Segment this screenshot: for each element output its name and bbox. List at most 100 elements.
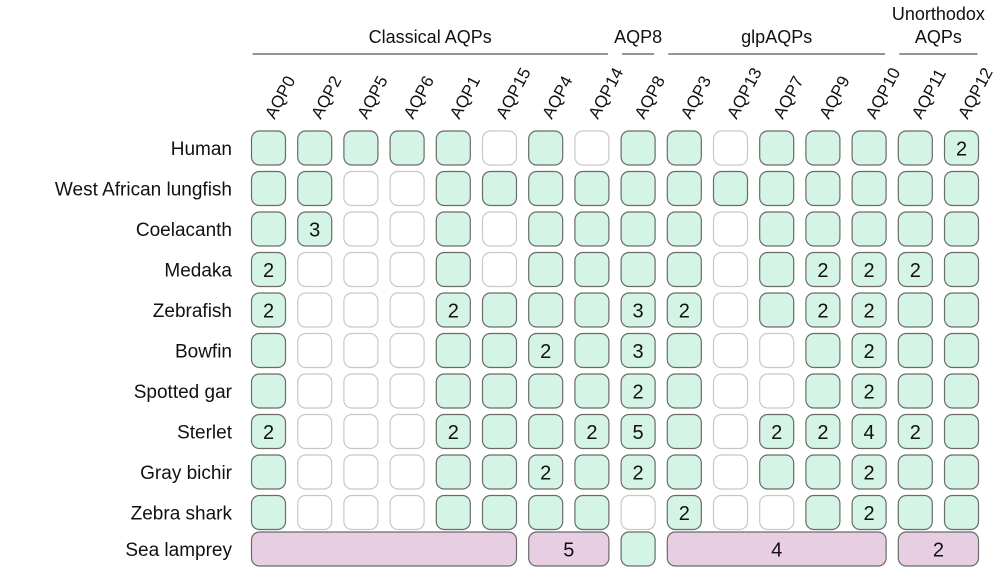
group-header-0: Classical AQPs xyxy=(253,27,608,54)
column-label: AQP5 xyxy=(354,73,392,122)
gene-absent-cell xyxy=(390,334,424,368)
gene-absent-cell xyxy=(344,212,378,246)
gene-present-cell xyxy=(760,131,794,165)
gene-present-cell xyxy=(806,131,840,165)
group-header-3: Unorthodox AQPs xyxy=(892,4,985,54)
species-row: Spotted gar 2 2 xyxy=(134,374,979,408)
gene-absent-cell xyxy=(714,496,748,530)
gene-absent-cell xyxy=(390,415,424,449)
column-label: AQP12 xyxy=(954,65,997,122)
gene-copy-count: 2 xyxy=(817,422,828,444)
gene-present-cell xyxy=(898,334,932,368)
lamprey-span-count: 2 xyxy=(933,540,944,562)
group-label: glpAQPs xyxy=(741,27,812,47)
gene-copy-count: 2 xyxy=(633,463,644,485)
gene-present-cell xyxy=(252,172,286,206)
gene-copy-count: 2 xyxy=(448,422,459,444)
gene-present-cell xyxy=(667,212,701,246)
gene-absent-cell xyxy=(390,293,424,327)
gene-absent-cell xyxy=(344,496,378,530)
gene-absent-cell xyxy=(575,131,609,165)
gene-present-cell xyxy=(714,172,748,206)
gene-present-cell xyxy=(529,293,563,327)
gene-present-cell xyxy=(898,172,932,206)
gene-present-cell xyxy=(621,131,655,165)
gene-present-cell xyxy=(575,212,609,246)
gene-absent-cell xyxy=(714,293,748,327)
gene-copy-count: 2 xyxy=(817,301,828,323)
gene-present-cell xyxy=(667,415,701,449)
gene-present-cell xyxy=(898,212,932,246)
gene-present-cell xyxy=(436,455,470,489)
gene-present-cell xyxy=(760,455,794,489)
gene-absent-cell xyxy=(344,172,378,206)
gene-absent-cell xyxy=(390,496,424,530)
gene-absent-cell xyxy=(714,455,748,489)
gene-present-cell xyxy=(575,374,609,408)
gene-copy-count: 2 xyxy=(448,301,459,323)
gene-present-cell xyxy=(667,334,701,368)
gene-present-cell xyxy=(760,253,794,287)
species-label: Sea lamprey xyxy=(125,540,232,561)
gene-absent-cell xyxy=(621,496,655,530)
gene-absent-cell xyxy=(298,374,332,408)
gene-absent-cell xyxy=(714,415,748,449)
gene-copy-count: 2 xyxy=(679,301,690,323)
gene-copy-count: 2 xyxy=(263,260,274,282)
species-label: Coelacanth xyxy=(136,220,232,241)
gene-present-cell xyxy=(945,455,979,489)
gene-present-cell xyxy=(760,293,794,327)
gene-absent-cell xyxy=(714,253,748,287)
gene-present-cell xyxy=(529,496,563,530)
gene-copy-count: 2 xyxy=(910,422,921,444)
column-label: AQP8 xyxy=(631,73,669,122)
gene-copy-count: 2 xyxy=(864,463,875,485)
gene-present-cell xyxy=(529,172,563,206)
column-label: AQP4 xyxy=(538,73,576,122)
gene-present-cell xyxy=(898,455,932,489)
group-label: Classical AQPs xyxy=(369,27,492,47)
species-row: Sterlet 2 2 2 5 2 2 4 2 xyxy=(177,415,978,449)
gene-present-cell xyxy=(529,415,563,449)
gene-absent-cell xyxy=(298,415,332,449)
gene-present-cell xyxy=(667,172,701,206)
gene-present-cell xyxy=(529,374,563,408)
gene-absent-cell xyxy=(298,293,332,327)
gene-copy-count: 2 xyxy=(864,260,875,282)
species-row: Zebra shark 2 2 xyxy=(131,496,979,530)
gene-present-cell xyxy=(575,455,609,489)
lamprey-span-count: 4 xyxy=(771,540,782,562)
column-label: AQP15 xyxy=(492,65,535,122)
gene-present-cell xyxy=(436,334,470,368)
gene-copy-count: 2 xyxy=(864,382,875,404)
gene-copy-count: 2 xyxy=(263,422,274,444)
gene-present-cell xyxy=(945,374,979,408)
gene-copy-count: 2 xyxy=(956,139,967,161)
gene-present-cell xyxy=(852,131,886,165)
gene-present-cell xyxy=(575,496,609,530)
gene-present-cell xyxy=(252,455,286,489)
gene-copy-count: 3 xyxy=(309,220,320,242)
gene-present-cell xyxy=(621,253,655,287)
gene-present-cell xyxy=(575,334,609,368)
group-header-2: glpAQPs xyxy=(668,27,885,54)
gene-present-cell xyxy=(436,212,470,246)
gene-copy-count: 2 xyxy=(864,341,875,363)
gene-present-cell xyxy=(806,496,840,530)
gene-copy-count: 5 xyxy=(633,422,644,444)
lamprey-span xyxy=(621,532,655,566)
column-label: AQP10 xyxy=(862,65,905,122)
group-header-1: AQP8 xyxy=(614,27,662,54)
gene-absent-cell xyxy=(390,212,424,246)
species-row: Zebrafish 2 2 3 2 2 2 xyxy=(153,293,979,327)
gene-present-cell xyxy=(898,131,932,165)
species-row: Bowfin 2 3 2 xyxy=(175,334,979,368)
column-label: AQP7 xyxy=(769,73,807,122)
gene-present-cell xyxy=(667,253,701,287)
gene-present-cell xyxy=(898,374,932,408)
species-row: Coelacanth 3 xyxy=(136,212,979,246)
column-label: AQP14 xyxy=(585,65,628,122)
column-label: AQP6 xyxy=(400,73,438,122)
group-label: AQP8 xyxy=(614,27,662,47)
